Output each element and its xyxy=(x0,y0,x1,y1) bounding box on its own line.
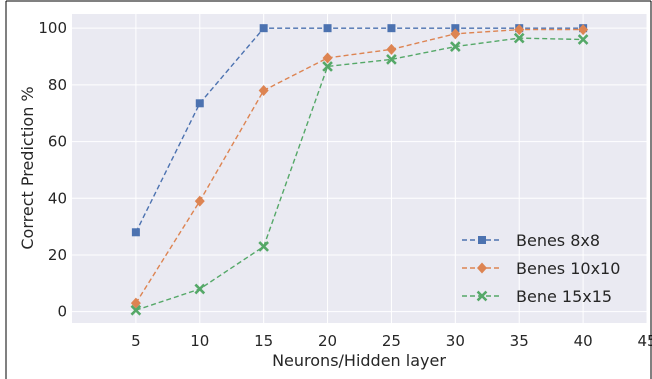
legend-label: Benes 8x8 xyxy=(516,231,600,250)
data-point xyxy=(130,304,142,316)
x-tick-label: 15 xyxy=(254,332,273,350)
legend-marker xyxy=(478,236,486,244)
y-tick-label: 100 xyxy=(38,19,67,37)
series-line xyxy=(135,28,584,304)
data-point xyxy=(514,24,525,36)
series-line xyxy=(135,37,584,311)
series-x xyxy=(130,32,589,316)
x-tick-label: 20 xyxy=(318,332,337,350)
data-point xyxy=(131,228,140,237)
x-axis-ticks: 5 10 15 20 25 30 35 40 45 xyxy=(131,332,652,350)
x-tick-label: 25 xyxy=(382,332,401,350)
y-tick-label: 20 xyxy=(48,246,67,264)
x-tick-label: 10 xyxy=(190,332,209,350)
y-tick-label: 80 xyxy=(48,76,67,94)
data-point xyxy=(386,54,397,65)
data-point xyxy=(194,195,205,207)
x-tick-label: 35 xyxy=(510,332,529,350)
x-tick-label: 5 xyxy=(131,332,141,350)
data-point xyxy=(322,61,333,72)
data-point xyxy=(386,43,397,55)
data-point xyxy=(449,41,461,52)
x-axis-label: Neurons/Hidden layer xyxy=(272,351,446,370)
legend-marker xyxy=(476,290,488,302)
data-point xyxy=(451,24,460,33)
series-layer xyxy=(130,24,589,316)
legend-label: Bene 15x15 xyxy=(516,287,612,306)
x-tick-label: 30 xyxy=(446,332,465,350)
data-point xyxy=(258,241,270,252)
data-point xyxy=(259,24,268,33)
data-point xyxy=(450,28,461,40)
data-point xyxy=(387,24,396,33)
data-point xyxy=(578,24,589,36)
data-point xyxy=(577,34,589,45)
data-point xyxy=(195,99,204,108)
data-point xyxy=(194,283,206,295)
plot-background xyxy=(72,14,647,323)
data-point xyxy=(323,24,332,33)
data-point xyxy=(322,52,333,64)
x-tick-label: 45 xyxy=(637,332,652,350)
series-line xyxy=(135,27,584,233)
y-axis-ticks: 0 20 40 60 80 100 xyxy=(38,19,67,320)
y-tick-label: 40 xyxy=(48,189,67,207)
legend-marker xyxy=(477,262,487,274)
data-point xyxy=(513,32,525,44)
y-tick-label: 60 xyxy=(48,133,67,151)
y-axis-label: Correct Prediction % xyxy=(18,86,37,249)
legend: Benes 8x8 Benes 10x10 Bene 15x15 xyxy=(462,231,620,306)
y-tick-label: 0 xyxy=(57,303,67,321)
data-point xyxy=(258,85,269,97)
legend-label: Benes 10x10 xyxy=(516,259,620,278)
x-tick-label: 40 xyxy=(574,332,593,350)
